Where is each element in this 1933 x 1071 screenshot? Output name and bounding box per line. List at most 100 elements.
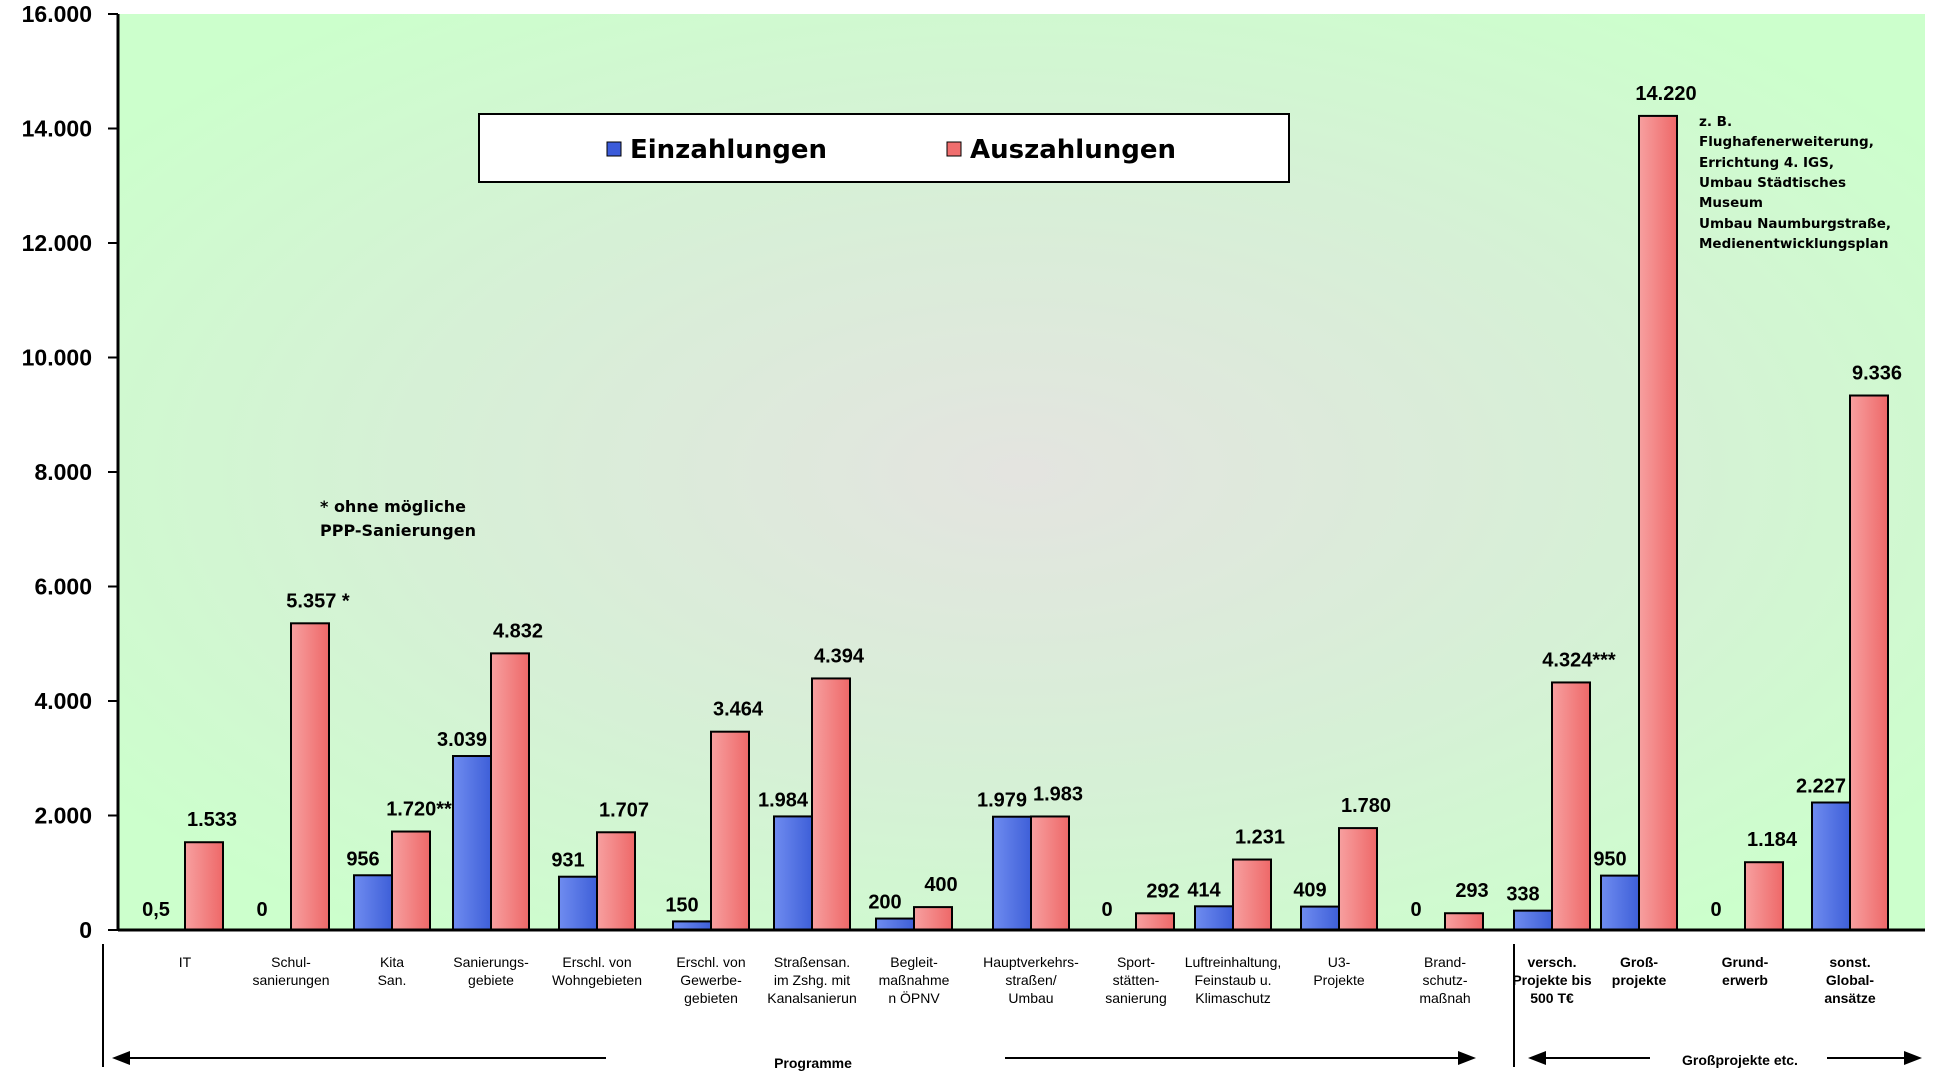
category-label: Luftreinhaltung, Feinstaub u. Klimaschutz (1185, 954, 1282, 1006)
category-label-line: Hauptverkehrs- (983, 954, 1079, 970)
category-label-line: Straßensan. (774, 954, 850, 970)
category-label-line: Luftreinhaltung, (1185, 954, 1282, 970)
y-tick-label: 2.000 (34, 803, 92, 829)
category-label-line: San. (378, 972, 407, 988)
category-label-line: Kita (380, 954, 404, 970)
category-label-line: U3- (1328, 954, 1351, 970)
bar-auszahlungen (391, 830, 431, 932)
data-label-einzahlungen: 1.979 (977, 790, 1027, 812)
bar-auszahlungen (1338, 827, 1378, 931)
bar-auszahlungen (1744, 861, 1784, 931)
category-label-line: Umbau (1008, 990, 1053, 1006)
category-label: U3- Projekte (1313, 954, 1365, 988)
legend-label-auszahlungen: Auszahlungen (970, 135, 1176, 165)
category-label-line: Projekte (1313, 972, 1365, 988)
category-label-line: 500 T€ (1530, 990, 1574, 1006)
data-label-auszahlungen: 1.231 (1235, 827, 1285, 849)
data-label-einzahlungen: 200 (868, 892, 901, 914)
bar-auszahlungen (184, 841, 224, 932)
category-label: Straßensan. im Zshg. mit Kanalsanierun (767, 954, 857, 1006)
y-tick-label: 4.000 (34, 688, 92, 714)
y-axis: 0 2.000 4.000 6.000 8.000 10.000 12.000 14.000 1… (22, 1, 118, 943)
category-label-line: maßnah (1419, 990, 1470, 1006)
bar-auszahlungen (811, 677, 851, 931)
category-label: Sanierungs-gebiete (453, 954, 529, 988)
category-label: Kita San. (378, 954, 407, 988)
category-label: Sport-stätten-sanierung (1105, 954, 1167, 1006)
category-label: sonst. Global-ansätze (1824, 954, 1876, 1006)
bar-auszahlungen (1135, 912, 1175, 932)
bar-einzahlungen (875, 917, 915, 931)
category-label-line: gebiete (468, 972, 514, 988)
data-label-auszahlungen: 1.533 (187, 809, 237, 831)
data-label-einzahlungen: 150 (665, 894, 698, 916)
category-label-line: Brand- (1424, 954, 1466, 970)
data-label-einzahlungen: 3.039 (437, 729, 487, 751)
category-label-line: n ÖPNV (888, 989, 940, 1006)
category-label-line: Klimaschutz (1195, 990, 1270, 1006)
category-label-line: Gewerbe- (680, 972, 742, 988)
category-label-line: stätten- (1113, 972, 1160, 988)
data-label-einzahlungen: 956 (346, 848, 379, 870)
data-label-einzahlungen: 409 (1293, 880, 1326, 902)
data-label-auszahlungen: 1.184 (1747, 829, 1798, 851)
data-label-auszahlungen: 5.357 * (286, 590, 350, 612)
data-label-einzahlungen: 0 (1710, 899, 1721, 921)
data-label-auszahlungen: 1.720** (386, 799, 452, 821)
category-label-line: maßnahme (879, 972, 950, 988)
footnote-line-1: * ohne mögliche (320, 497, 466, 516)
category-label-line: Wohngebieten (552, 972, 642, 988)
y-tick-label: 10.000 (22, 345, 92, 371)
grossprojekte-annotation: z. B. Flughafenerweiterung, Errichtung 4… (1699, 114, 1891, 252)
category-label-line: straßen/ (1005, 972, 1056, 988)
y-tick-label: 12.000 (22, 230, 92, 256)
category-label-line: ansätze (1824, 990, 1876, 1006)
data-label-auszahlungen: 3.464 (713, 699, 764, 721)
annotation-line-6: Umbau Naumburgstraße, (1699, 216, 1891, 232)
category-label: Erschl. von Gewerbe-gebieten (676, 954, 745, 1006)
annotation-line-2: Flughafenerweiterung, (1699, 134, 1874, 150)
gross-arrowhead-right (1904, 1051, 1922, 1065)
bar-einzahlungen (1811, 801, 1851, 932)
category-label-line: Schul- (271, 954, 311, 970)
bar-auszahlungen (596, 831, 636, 931)
data-label-auszahlungen: 4.832 (493, 620, 543, 642)
bar-einzahlungen (1513, 909, 1553, 931)
category-label-line: Projekte bis (1512, 972, 1592, 988)
y-tick-label: 14.000 (22, 116, 92, 142)
bar-einzahlungen (558, 875, 598, 932)
data-label-auszahlungen: 14.220 (1635, 83, 1696, 105)
category-label: IT (179, 954, 192, 970)
category-label: Brand-schutz-maßnah (1419, 954, 1470, 1006)
data-label-auszahlungen: 400 (924, 874, 957, 896)
annotation-line-3: Errichtung 4. IGS, (1699, 155, 1834, 171)
category-label-line: gebieten (684, 990, 738, 1006)
legend-swatch-einzahlungen (606, 141, 622, 157)
category-label-line: im Zshg. mit (774, 972, 850, 988)
data-label-einzahlungen: 2.227 (1796, 776, 1846, 798)
group-label-grossprojekte: Großprojekte etc. (1682, 1052, 1798, 1068)
footnote: * ohne mögliche PPP-Sanierungen (320, 497, 476, 540)
data-label-auszahlungen: 9.336 (1852, 363, 1902, 385)
bar-einzahlungen (1600, 874, 1640, 931)
group-label-programme: Programme (774, 1055, 852, 1071)
data-label-einzahlungen: 1.984 (758, 789, 809, 811)
y-tick-label: 8.000 (34, 459, 92, 485)
data-label-einzahlungen: 0 (1410, 899, 1421, 921)
category-label-line: Sanierungs- (453, 954, 529, 970)
bar-auszahlungen (1551, 681, 1591, 931)
category-label-line: Global- (1826, 972, 1875, 988)
bar-auszahlungen (490, 652, 530, 931)
category-label: versch. Projekte bis 500 T€ (1512, 954, 1592, 1006)
data-label-einzahlungen: 338 (1506, 884, 1539, 906)
category-label-line: IT (179, 954, 192, 970)
bar-einzahlungen (1300, 905, 1340, 932)
category-label-line: erwerb (1722, 972, 1768, 988)
data-label-einzahlungen: 0 (1101, 899, 1112, 921)
bar-auszahlungen (1849, 394, 1889, 932)
x-axis: IT Schul-sanierungen Kita San. Sanierungs-ge… (179, 954, 1876, 1006)
data-label-auszahlungen: 1.707 (599, 799, 649, 821)
bar-auszahlungen (1232, 858, 1272, 932)
category-label-line: projekte (1612, 972, 1667, 988)
